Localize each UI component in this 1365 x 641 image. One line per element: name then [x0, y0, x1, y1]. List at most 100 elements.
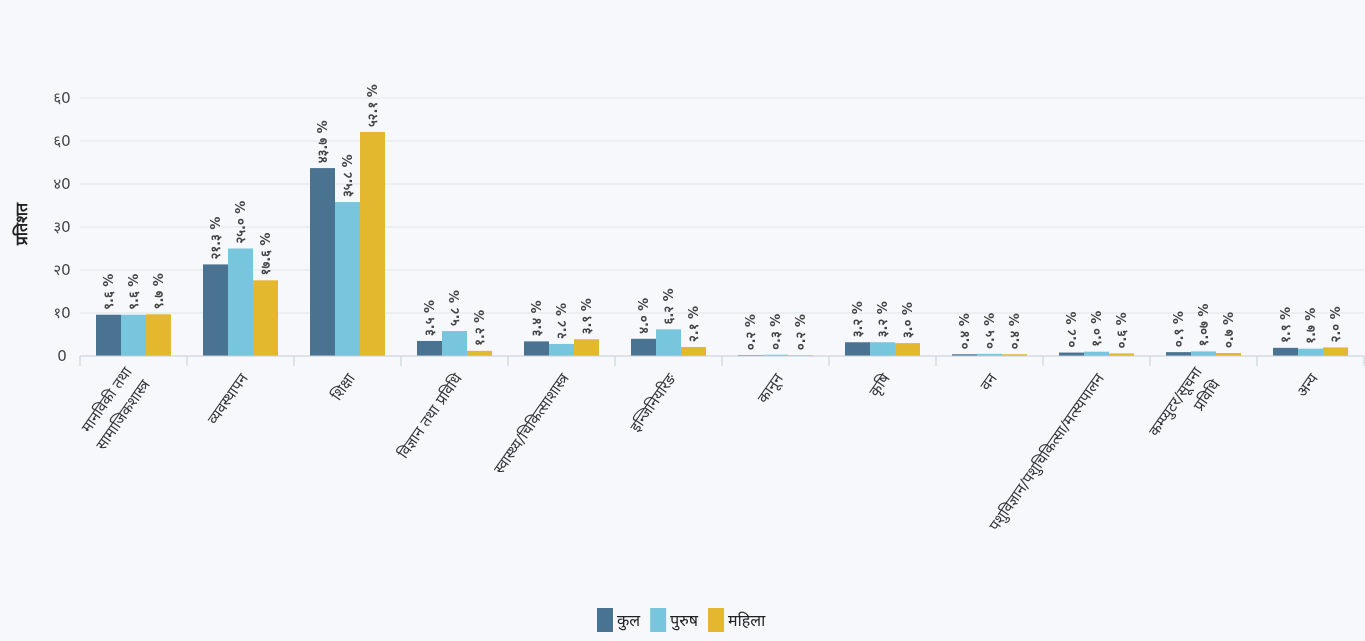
x-category-label: कानून: [754, 369, 788, 407]
x-category-label-line: कानून: [754, 369, 788, 407]
data-label: १.७ %: [1304, 308, 1319, 344]
x-category-label: व्यवस्थापन: [204, 369, 252, 427]
x-category-label-line: व्यवस्थापन: [204, 369, 252, 427]
data-label: १.९ %: [1279, 307, 1294, 343]
legend-swatch: [597, 608, 613, 632]
x-category-label: पशुविज्ञान/पशुचिकित्सा/मत्स्यपालन: [985, 369, 1109, 534]
bar: [549, 343, 574, 356]
data-label: १.०७ %: [1197, 304, 1212, 347]
bar: [310, 168, 335, 356]
legend-swatch: [650, 608, 667, 632]
y-tick-label: ६0: [53, 89, 70, 107]
bar: [631, 338, 656, 356]
data-label: ३५.८ %: [341, 154, 356, 197]
bar: [1216, 352, 1241, 356]
bar: [335, 202, 360, 356]
bar: [763, 354, 788, 356]
bar: [417, 340, 442, 356]
y-axis-label: प्रतिशत: [12, 202, 31, 246]
data-label: ९.६ %: [127, 274, 142, 310]
data-label: ३.२ %: [876, 301, 891, 337]
bar: [121, 314, 146, 356]
data-label: ०.२ %: [794, 314, 809, 350]
data-label: २.० %: [1329, 306, 1344, 342]
y-tick-label: १0: [53, 304, 70, 322]
y-tick-label: ६0: [53, 132, 70, 150]
data-label: ०.३ %: [769, 314, 784, 350]
data-labels: ९.६ % २१.३ % ४३.७ % ३.५ % ३.४ % ४.० % ०.२ % ३.२…: [102, 84, 1344, 350]
data-label: ५२.१ %: [366, 84, 381, 127]
bar: [1191, 351, 1216, 356]
data-label: ०.८ %: [1065, 312, 1080, 348]
x-category-label: मानविकी तथासामाजिकशास्त्र: [78, 363, 155, 454]
x-category-label: अन्य: [1293, 370, 1322, 401]
bar: [1166, 352, 1191, 356]
bar: [1002, 354, 1027, 356]
x-category-label-line: अन्य: [1293, 370, 1322, 401]
bar: [1298, 348, 1323, 356]
data-label: ०.९ %: [1172, 311, 1187, 347]
bar: [146, 314, 171, 356]
bar: [524, 341, 549, 356]
data-label: ०.४ %: [1008, 313, 1023, 349]
bar: [203, 264, 228, 356]
bar: [681, 346, 706, 356]
data-label: ०.७ %: [1222, 312, 1237, 348]
bar: [895, 343, 920, 356]
x-category-label-line: विज्ञान तथा प्रविधि: [394, 369, 466, 461]
bar: [360, 131, 385, 356]
bars: [96, 131, 1348, 356]
data-label: ०.२ %: [744, 314, 759, 350]
bar: [1059, 352, 1084, 356]
x-category-label-line: इन्जिनियरिङ: [626, 370, 680, 436]
x-category-label: शिक्षा: [328, 369, 360, 404]
data-label: २.१ %: [687, 306, 702, 342]
x-category-label: कृषि: [865, 370, 895, 401]
data-label: २५.० %: [234, 201, 249, 244]
data-label: ४३.७ %: [316, 120, 331, 163]
bar: [574, 339, 599, 356]
data-label: ३.२ %: [851, 301, 866, 337]
x-category-label-line: स्वास्थ्य/चिकित्साशास्त्र: [490, 369, 573, 477]
legend: कुल पुरुष महिला: [597, 608, 766, 632]
y-tick-label: २0: [53, 261, 70, 279]
x-category-label: विज्ञान तथा प्रविधि: [394, 369, 466, 461]
bar: [977, 353, 1002, 356]
bar: [96, 314, 121, 356]
data-label: ४.० %: [637, 298, 652, 334]
data-label: ३.० %: [901, 302, 916, 338]
bar: [845, 342, 870, 356]
x-category-label: कम्प्युटर/सूचनाप्रविधि: [1145, 363, 1224, 440]
bar: [952, 354, 977, 356]
legend-label: महिला: [728, 611, 766, 630]
bar: [1084, 351, 1109, 356]
gridlines: [80, 97, 1364, 314]
data-label: ६.२ %: [662, 288, 677, 324]
data-label: ५.८ %: [448, 290, 463, 326]
data-label: ३.४ %: [530, 300, 545, 336]
bar: [1323, 347, 1348, 356]
y-tick-label: ३0: [53, 218, 70, 236]
x-category-label: स्वास्थ्य/चिकित्साशास्त्र: [490, 369, 573, 477]
data-label: ०.४ %: [958, 313, 973, 349]
data-label: १७.६ %: [259, 233, 274, 276]
y-tick-label: 0: [57, 347, 67, 365]
bar: [228, 248, 253, 356]
bar: [656, 329, 681, 356]
x-category-label-line: वन: [976, 369, 1001, 394]
x-category-label-line: पशुविज्ञान/पशुचिकित्सा/मत्स्यपालन: [985, 369, 1109, 534]
legend-label: कुल: [617, 611, 641, 631]
legend-label: पुरुष: [670, 611, 699, 631]
data-label: ९.७ %: [152, 273, 167, 309]
bar: [467, 350, 492, 356]
data-label: ९.६ %: [102, 274, 117, 310]
bar: [253, 280, 278, 356]
bar: [1109, 353, 1134, 356]
x-category-label-line: शिक्षा: [328, 369, 360, 404]
data-label: १.० %: [1090, 311, 1105, 347]
bar: [442, 331, 467, 356]
x-category-label-line: कृषि: [865, 370, 895, 401]
data-label: ३.५ %: [423, 300, 438, 336]
y-tick-label: ४0: [53, 175, 70, 193]
